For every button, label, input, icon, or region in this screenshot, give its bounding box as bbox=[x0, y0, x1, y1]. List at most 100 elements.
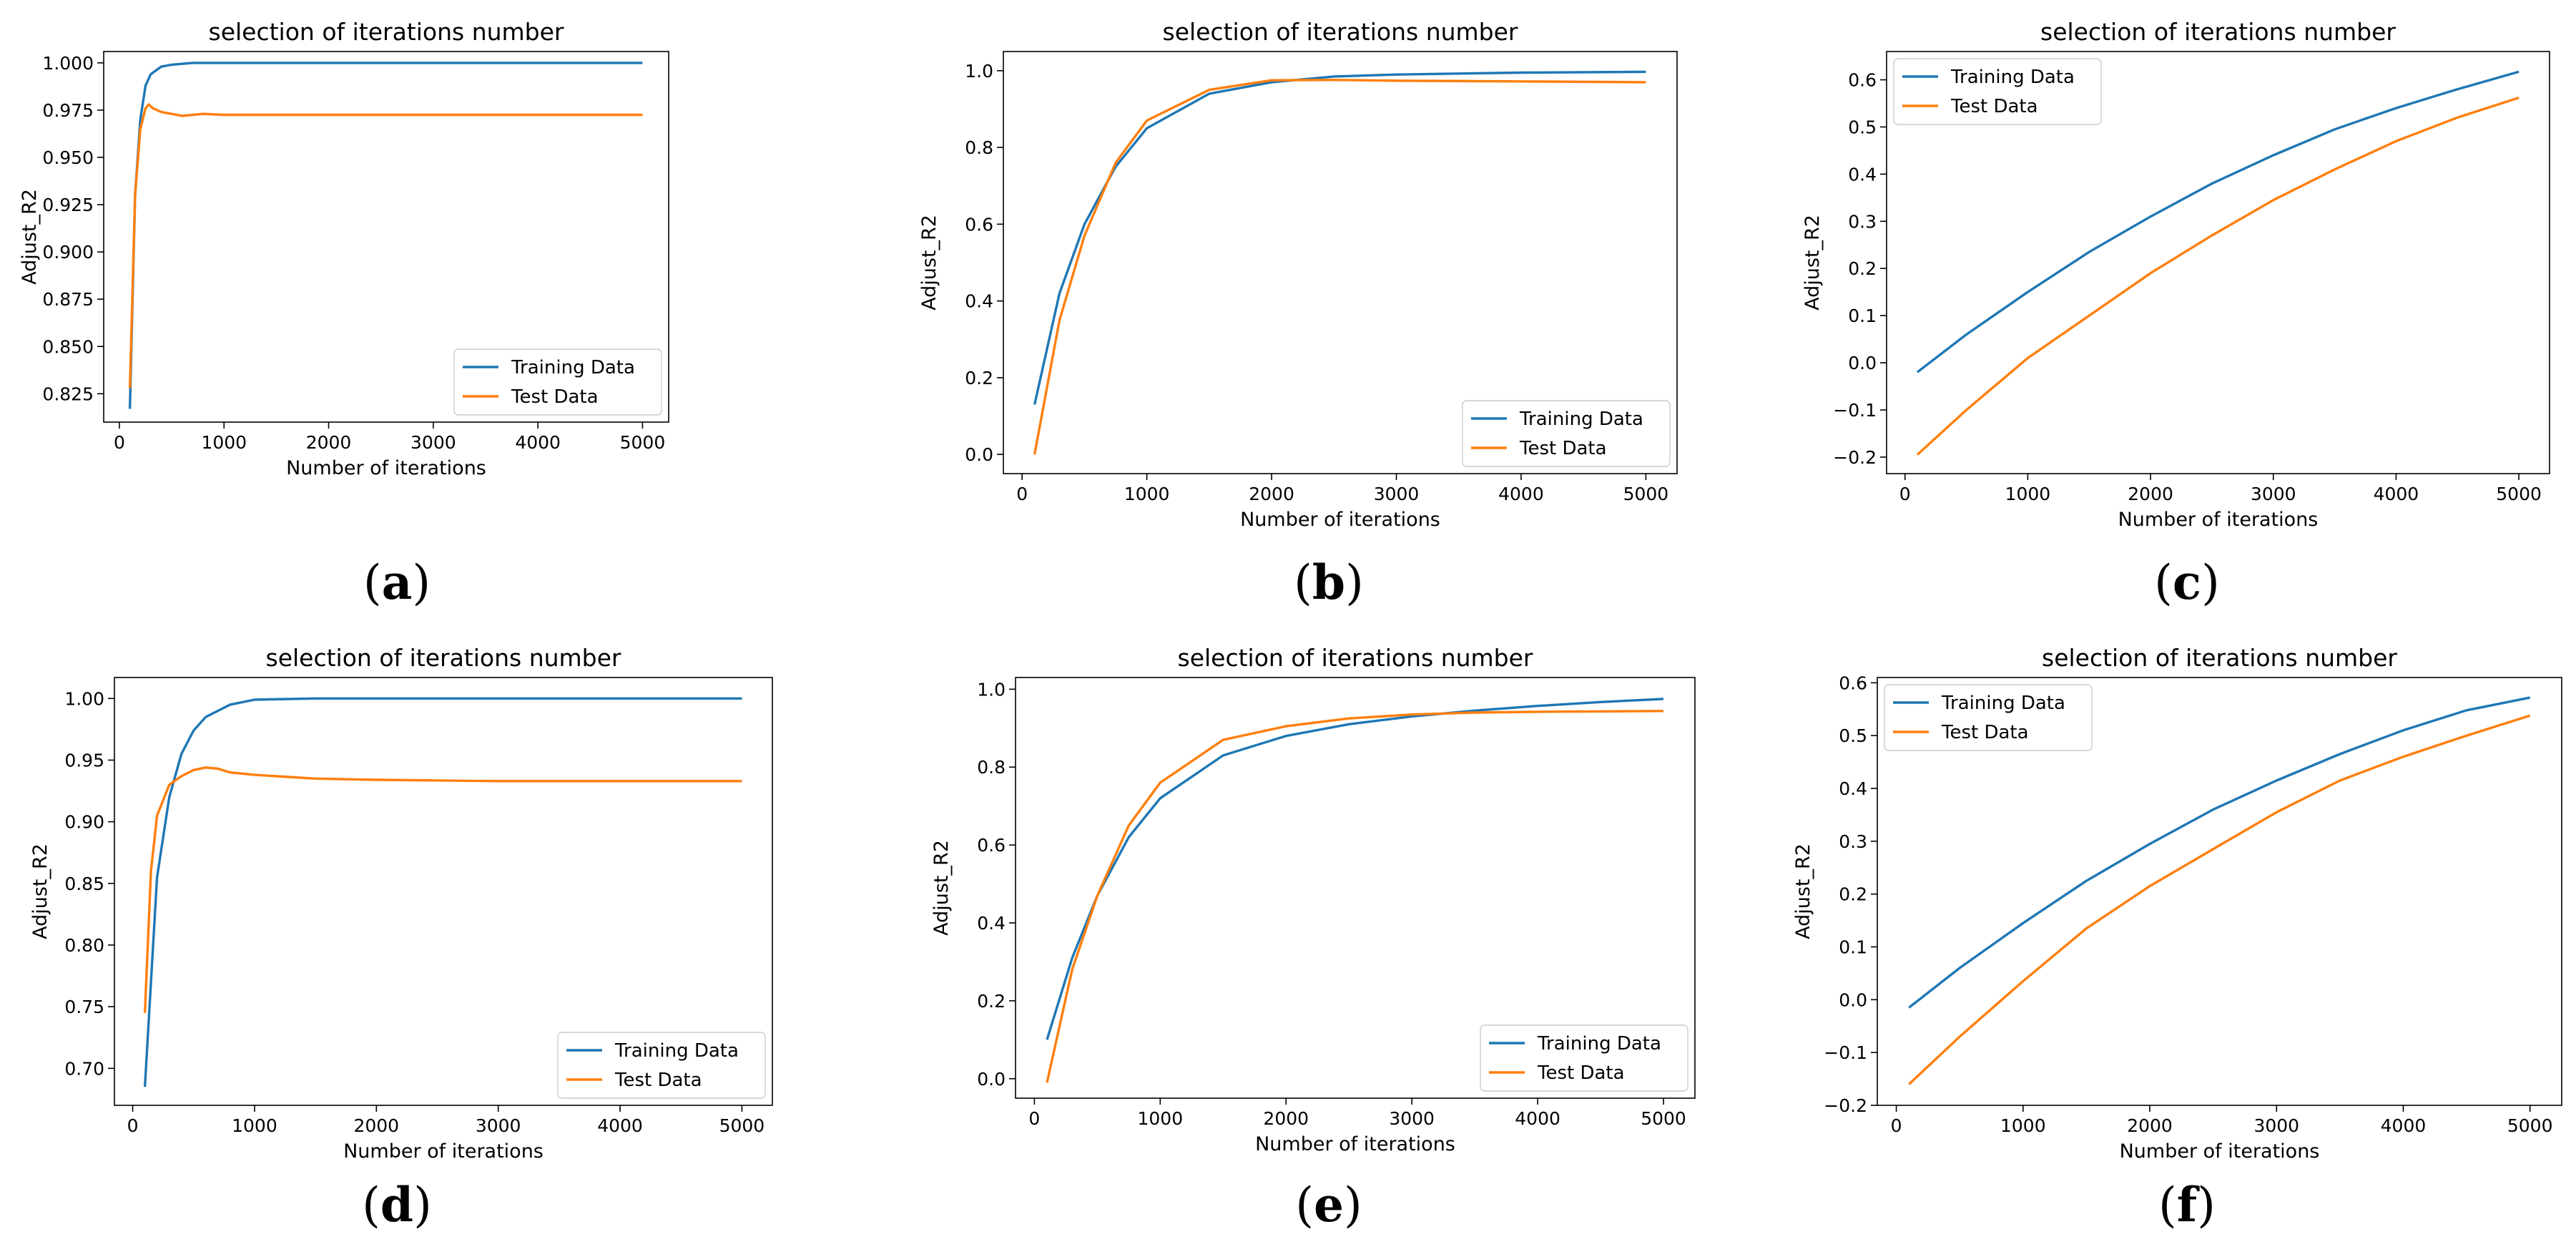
x-tick-label: 1000 bbox=[2005, 484, 2051, 504]
x-tick-label: 0 bbox=[1028, 1108, 1040, 1129]
x-axis-label: Number of iterations bbox=[2120, 1140, 2320, 1163]
training-data-line bbox=[143, 697, 742, 1087]
x-tick-label: 1000 bbox=[1138, 1108, 1184, 1129]
y-tick-label: 0.0 bbox=[965, 444, 993, 465]
legend-label-training: Training Data bbox=[1519, 409, 1643, 430]
caption-open: ( bbox=[2158, 1178, 2177, 1233]
caption-open: ( bbox=[1294, 555, 1312, 610]
caption-open: ( bbox=[363, 555, 382, 610]
x-tick-label: 2000 bbox=[306, 432, 352, 453]
x-tick-label: 1000 bbox=[1124, 484, 1170, 504]
legend-box bbox=[557, 1032, 766, 1099]
x-tick-label: 5000 bbox=[1641, 1108, 1686, 1129]
x-tick-label: 0 bbox=[1891, 1115, 1902, 1136]
legend-label-test: Test Data bbox=[511, 386, 599, 408]
panel-caption: (b) bbox=[1294, 554, 1364, 610]
y-tick-label: 0.6 bbox=[977, 835, 1006, 856]
y-tick-label: 0.975 bbox=[42, 100, 94, 121]
y-tick-label: −0.2 bbox=[1824, 1095, 1867, 1116]
x-axis-label: Number of iterations bbox=[1255, 1133, 1455, 1155]
y-tick-label: 0.5 bbox=[1848, 117, 1877, 137]
x-tick-label: 3000 bbox=[2253, 1115, 2299, 1136]
x-tick-label: 3000 bbox=[1389, 1108, 1435, 1129]
test-data-line bbox=[143, 766, 742, 1013]
y-tick-label: 0.1 bbox=[1839, 937, 1867, 958]
y-tick-label: 0.70 bbox=[64, 1058, 104, 1079]
x-tick-label: 0 bbox=[1016, 484, 1028, 504]
y-tick-label: 0.2 bbox=[965, 368, 993, 388]
y-tick-label: 0.950 bbox=[42, 147, 94, 168]
caption-close: ) bbox=[413, 1178, 432, 1233]
caption-open: ( bbox=[2154, 555, 2173, 610]
axes-frame bbox=[1877, 677, 2562, 1106]
x-tick-label: 3000 bbox=[1374, 484, 1420, 504]
chart-panel-a: selection of iterations number 0 1000 2000 3… bbox=[19, 18, 669, 610]
y-tick-label: 1.0 bbox=[977, 679, 1006, 700]
x-tick-label: 4000 bbox=[2381, 1115, 2427, 1136]
legend-label-training: Training Data bbox=[1950, 67, 2075, 88]
x-tick-label: 2000 bbox=[2127, 1115, 2173, 1136]
x-tick-label: 2000 bbox=[1263, 1108, 1309, 1129]
legend: Training Data Test Data bbox=[453, 348, 662, 416]
x-axis-label: Number of iterations bbox=[2118, 509, 2319, 531]
axes-frame bbox=[103, 51, 669, 423]
training-data-line bbox=[1046, 698, 1664, 1040]
chart-title: selection of iterations number bbox=[209, 18, 564, 46]
y-tick-label: 0.95 bbox=[64, 750, 104, 771]
caption-letter: b bbox=[1312, 554, 1345, 610]
legend-label-test: Test Data bbox=[1519, 438, 1607, 459]
legend-label-training: Training Data bbox=[1537, 1033, 1661, 1055]
y-tick-label: 0.85 bbox=[64, 874, 104, 894]
y-tick-label: 0.4 bbox=[1839, 778, 1867, 799]
legend-box bbox=[453, 348, 662, 416]
x-tick-label: 0 bbox=[114, 432, 125, 453]
x-tick-label: 4000 bbox=[2374, 484, 2419, 504]
legend: Training Data Test Data bbox=[1884, 684, 2093, 751]
x-tick-label: 3000 bbox=[476, 1115, 521, 1136]
chart-title: selection of iterations number bbox=[1178, 644, 1533, 672]
caption-letter: a bbox=[382, 554, 413, 610]
x-axis-label: Number of iterations bbox=[343, 1140, 544, 1163]
y-tick-label: 0.2 bbox=[977, 991, 1006, 1012]
y-tick-label: 1.00 bbox=[64, 688, 104, 709]
caption-close: ) bbox=[2201, 555, 2220, 610]
x-tick-label: 4000 bbox=[597, 1115, 643, 1136]
axes-frame bbox=[114, 677, 773, 1106]
y-tick-label: 0.0 bbox=[1848, 353, 1877, 373]
chart-panel-f: selection of iterations number 0 1000 2000 3… bbox=[1792, 644, 2562, 1233]
legend-label-test: Test Data bbox=[1950, 96, 2038, 117]
chart-title: selection of iterations number bbox=[2040, 18, 2396, 46]
legend-label-training: Training Data bbox=[614, 1040, 739, 1062]
x-tick-label: 4000 bbox=[1515, 1108, 1560, 1129]
caption-letter: c bbox=[2173, 554, 2201, 610]
x-tick-label: 5000 bbox=[2507, 1115, 2553, 1136]
y-tick-label: 0.900 bbox=[42, 242, 94, 263]
y-tick-label: 0.6 bbox=[1839, 672, 1867, 693]
panel-caption: (f) bbox=[2158, 1177, 2216, 1233]
x-tick-label: 2000 bbox=[1249, 484, 1294, 504]
x-tick-label: 2000 bbox=[353, 1115, 399, 1136]
x-tick-label: 1000 bbox=[201, 432, 247, 453]
x-tick-label: 5000 bbox=[719, 1115, 765, 1136]
x-tick-label: 2000 bbox=[2128, 484, 2173, 504]
x-axis-label: Number of iterations bbox=[286, 457, 486, 479]
y-tick-label: 0.90 bbox=[64, 812, 104, 833]
y-tick-label: 0.875 bbox=[42, 289, 94, 310]
y-tick-label: 0.4 bbox=[1848, 164, 1877, 185]
x-tick-label: 4000 bbox=[1498, 484, 1544, 504]
test-data-line bbox=[1033, 78, 1646, 455]
y-tick-label: 1.0 bbox=[965, 61, 993, 82]
y-tick-label: 0.8 bbox=[977, 757, 1006, 778]
y-tick-label: 0.825 bbox=[42, 383, 94, 404]
legend: Training Data Test Data bbox=[1480, 1024, 1688, 1092]
caption-close: ) bbox=[412, 555, 431, 610]
y-tick-label: −0.2 bbox=[1833, 447, 1877, 468]
y-tick-label: 0.8 bbox=[965, 137, 993, 158]
training-data-line bbox=[1916, 70, 2520, 373]
y-tick-label: 0.4 bbox=[965, 291, 993, 312]
y-tick-label: 0.2 bbox=[1848, 258, 1877, 279]
chart-title: selection of iterations number bbox=[1163, 18, 1518, 46]
chart-panel-c: selection of iterations number 0 1000 2000 3… bbox=[1801, 18, 2550, 610]
y-tick-label: 0.0 bbox=[1839, 989, 1867, 1010]
x-tick-label: 3000 bbox=[411, 432, 456, 453]
